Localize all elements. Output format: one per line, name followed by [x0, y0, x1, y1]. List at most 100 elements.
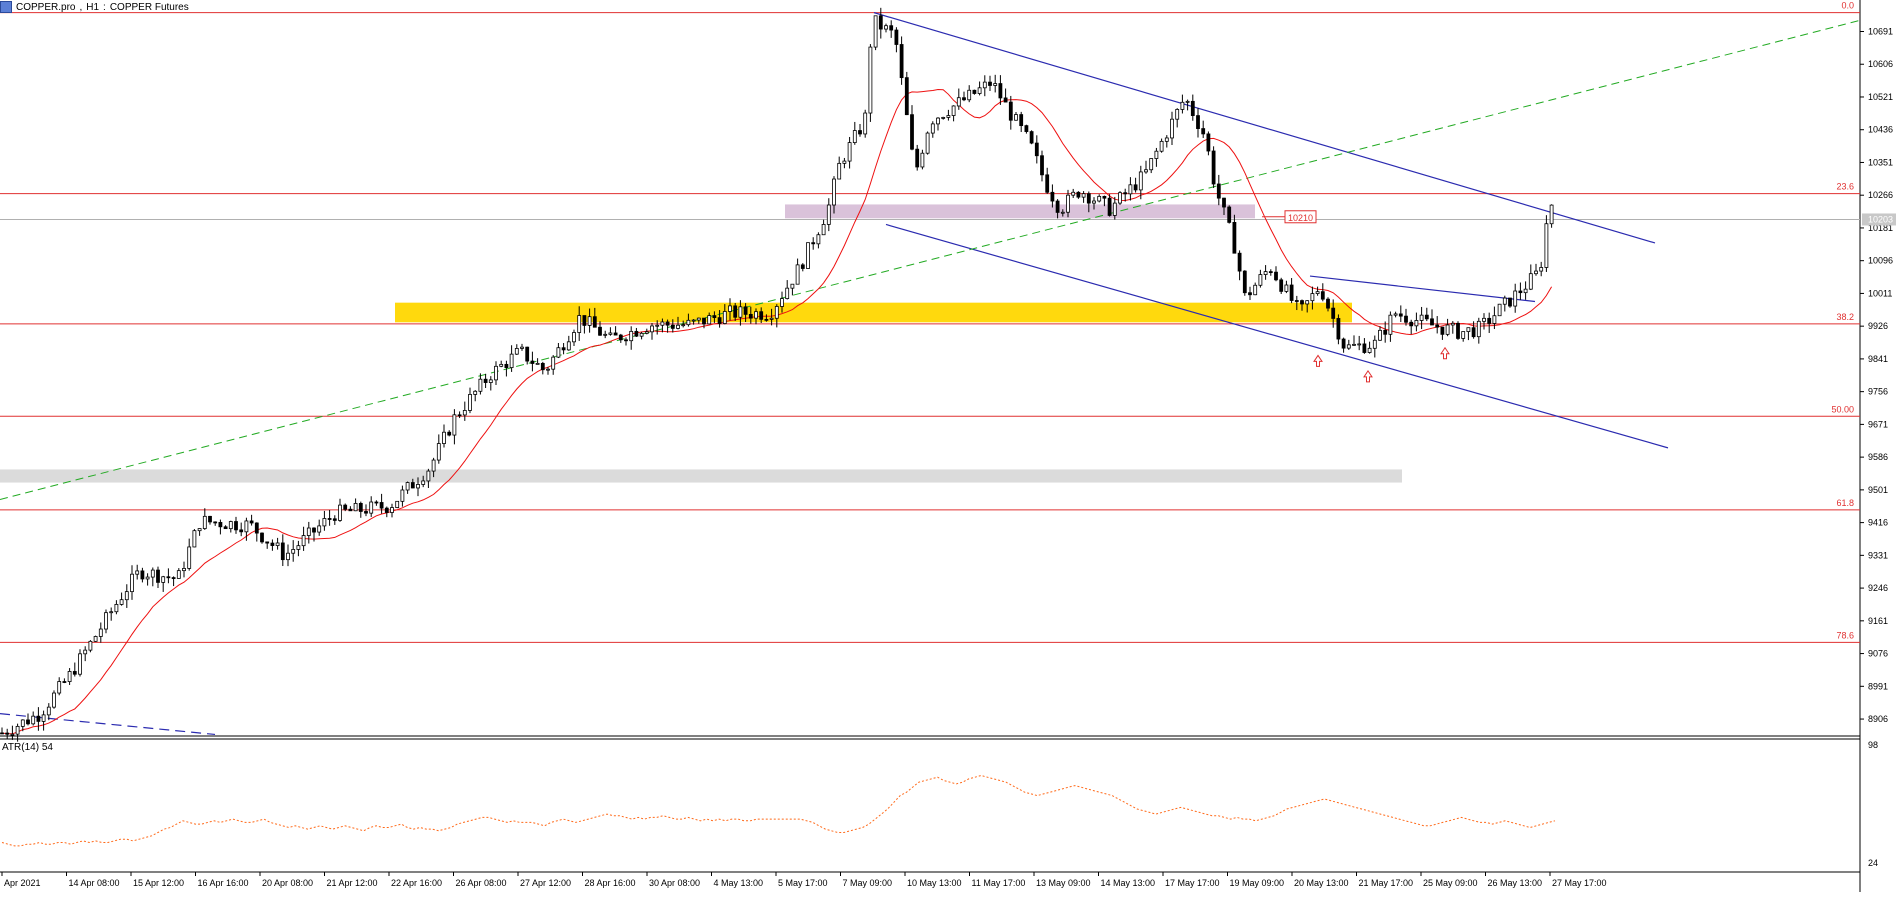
price-tick-label: 9756 — [1868, 387, 1888, 397]
candle-body — [1107, 197, 1112, 216]
candle-body — [410, 482, 415, 489]
candle-body — [1201, 128, 1206, 135]
candle-body — [1492, 315, 1497, 324]
candle-body — [317, 525, 322, 533]
candle-body — [1149, 158, 1154, 171]
candle-body — [1414, 320, 1419, 327]
candle-body — [551, 356, 556, 370]
description-label: COPPER Futures — [109, 1, 189, 13]
candle-body — [889, 25, 894, 31]
candle-body — [218, 522, 223, 528]
candle-body — [1523, 288, 1528, 294]
zones — [0, 204, 1402, 483]
atr-scale-min: 24 — [1868, 858, 1878, 868]
purple-zone — [785, 204, 1255, 219]
candle-body — [1076, 191, 1081, 198]
candle-body — [1227, 206, 1232, 223]
price-tick-label: 8991 — [1868, 681, 1888, 691]
time-tick-label: 21 May 17:00 — [1359, 878, 1414, 888]
candle-body — [1014, 114, 1018, 121]
candle-body — [972, 89, 977, 94]
candle-body — [1461, 331, 1466, 339]
candle-body — [1242, 270, 1247, 294]
candle-body — [1196, 115, 1200, 129]
candle-body — [1159, 140, 1164, 152]
candle-body — [1336, 318, 1341, 340]
time-tick-label: 30 Apr 08:00 — [649, 878, 700, 888]
candle-body — [644, 331, 649, 334]
candle-body — [951, 105, 956, 116]
candle-body — [291, 549, 296, 554]
price-tick-label: 10606 — [1868, 59, 1893, 69]
candle-body — [1487, 317, 1492, 324]
candle-body — [384, 507, 389, 513]
price-tick-label: 9416 — [1868, 518, 1888, 528]
candle-body — [161, 576, 166, 583]
candle-body — [821, 224, 826, 236]
candle-body — [1102, 195, 1107, 199]
candle-body — [1248, 292, 1252, 296]
candle-body — [462, 410, 467, 416]
time-tick-label: 16 Apr 16:00 — [198, 878, 249, 888]
candle-body — [1445, 324, 1450, 335]
price-tick-label: 10691 — [1868, 26, 1893, 36]
candle-body — [488, 379, 493, 383]
candle-body — [343, 504, 348, 510]
candle-body — [98, 628, 103, 637]
candle-body — [275, 542, 280, 546]
candle-body — [1305, 300, 1310, 305]
time-tick-label: 15 Apr 12:00 — [133, 878, 184, 888]
candle-body — [728, 305, 732, 312]
price-tick-label: 10181 — [1868, 223, 1893, 233]
fib-label-50.00: 50.00 — [1831, 404, 1854, 414]
time-tick-label: 17 May 17:00 — [1165, 878, 1220, 888]
candle-body — [1040, 155, 1044, 176]
atr-label: ATR(14) 54 — [2, 742, 53, 753]
moving-average-line — [1, 88, 1553, 735]
lower-channel-line — [885, 223, 1669, 449]
candle-body — [899, 44, 904, 79]
price-callout-box — [1284, 210, 1317, 224]
candle-body — [213, 521, 218, 524]
price-tick-label: 10266 — [1868, 190, 1893, 200]
candle-body — [884, 25, 888, 30]
candle-body — [31, 715, 36, 725]
chart-window-icon[interactable] — [0, 1, 12, 13]
trendlines — [0, 12, 1861, 736]
candle-body — [260, 532, 264, 543]
up-arrow-marker — [1440, 346, 1450, 360]
fib-label-61.8: 61.8 — [1836, 498, 1854, 508]
fib-label-38.2: 38.2 — [1836, 312, 1854, 322]
candle-body — [1170, 118, 1174, 139]
candle-body — [140, 570, 145, 580]
time-tick-label: 11 May 17:00 — [972, 878, 1026, 888]
candle-body — [800, 264, 805, 269]
current-price-tag — [1862, 213, 1896, 226]
candle-body — [1268, 271, 1273, 273]
candle-body — [405, 482, 410, 491]
candle-body — [494, 365, 498, 381]
candle-body — [556, 347, 561, 358]
fib-label-0.0: 0.0 — [1841, 1, 1854, 11]
candle-body — [1008, 101, 1013, 121]
candle-body — [1055, 200, 1060, 213]
candle-body — [717, 317, 722, 324]
candle-body — [67, 671, 72, 683]
candle-body — [1034, 142, 1039, 157]
candle-body — [1164, 137, 1169, 142]
candle-body — [1341, 338, 1346, 349]
time-tick-label: 7 May 09:00 — [843, 878, 893, 888]
candle-body — [364, 511, 368, 514]
candle-body — [1258, 274, 1263, 286]
price-tick-label: 10351 — [1868, 157, 1893, 167]
candle-body — [1237, 252, 1242, 272]
candle-body — [1097, 195, 1102, 202]
candle-body — [1092, 200, 1096, 204]
candle-body — [244, 520, 249, 533]
candle-body — [395, 500, 400, 508]
candle-body — [306, 527, 311, 536]
candle-body — [743, 306, 748, 315]
green-trendline — [0, 19, 1861, 500]
candle-body — [223, 526, 228, 530]
candle-body — [1456, 322, 1460, 339]
